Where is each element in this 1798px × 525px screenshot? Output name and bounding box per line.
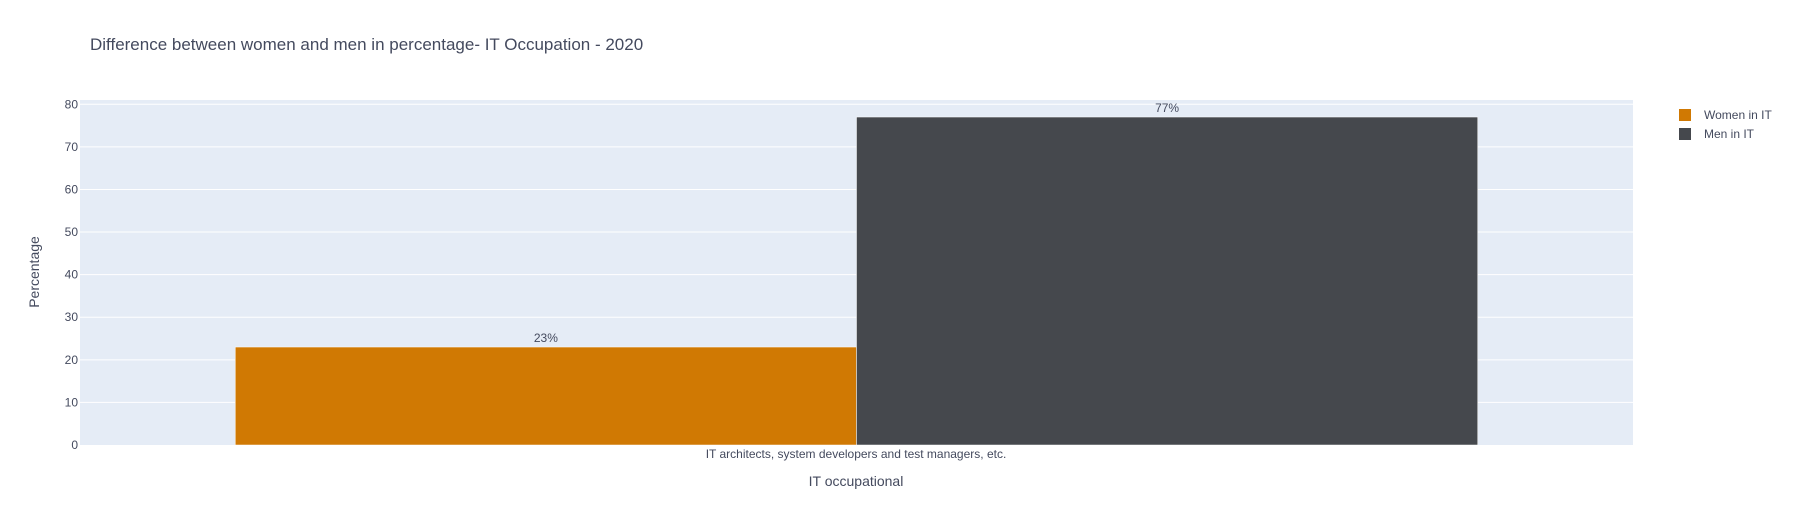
bar-men-in-it[interactable]: [856, 116, 1478, 446]
y-tick-label: 60: [65, 182, 79, 196]
y-axis-title: Percentage: [26, 236, 42, 308]
chart-title: Difference between women and men in perc…: [90, 35, 643, 54]
y-tick-label: 40: [65, 268, 79, 282]
y-tick-label: 10: [65, 395, 79, 409]
y-tick-label: 50: [65, 225, 79, 239]
bar-women-in-it[interactable]: [235, 346, 857, 446]
legend-swatch[interactable]: [1679, 109, 1691, 121]
bar-data-label: 77%: [1155, 101, 1179, 115]
bar-data-label: 23%: [534, 331, 558, 345]
x-axis-title: IT occupational: [809, 473, 904, 489]
y-tick-label: 80: [65, 97, 79, 111]
legend: Women in IT Men in IT: [1679, 108, 1772, 141]
y-tick-label: 0: [71, 438, 78, 452]
y-tick-label: 70: [65, 140, 79, 154]
x-tick-label: IT architects, system developers and tes…: [706, 447, 1007, 461]
y-tick-label: 30: [65, 310, 79, 324]
legend-label[interactable]: Men in IT: [1704, 127, 1755, 141]
legend-swatch[interactable]: [1679, 128, 1691, 140]
y-tick-label: 20: [65, 353, 79, 367]
legend-label[interactable]: Women in IT: [1704, 108, 1772, 122]
